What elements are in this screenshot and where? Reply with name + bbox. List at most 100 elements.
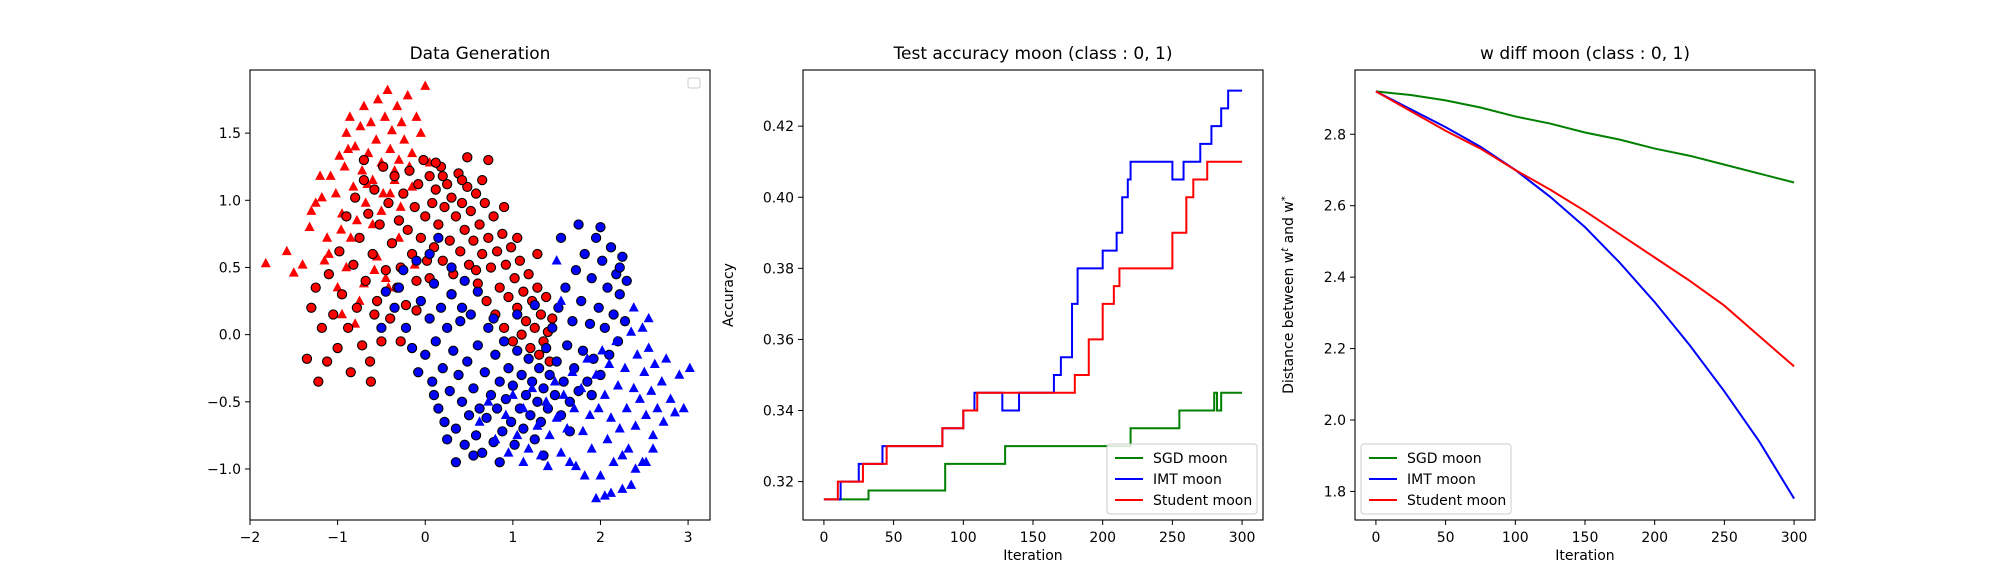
y-tick-label: 0.36	[763, 332, 794, 348]
x-tick-label: 2	[596, 530, 605, 546]
scatter-point	[470, 188, 482, 199]
scatter-point	[470, 264, 482, 276]
scatter-point-triangle	[630, 420, 641, 430]
scatter-point	[437, 170, 448, 182]
legend-frame	[1360, 443, 1512, 515]
scatter-point-triangle	[500, 409, 511, 420]
scatter-point-triangle	[608, 456, 619, 467]
scatter-point-triangle	[542, 460, 553, 471]
series-line-student-moon	[1375, 90, 1795, 368]
subplot-3: 0 50 100 150 200 250 300 1.8 2.0 2.2 2.4 2.6 2.8 w di…	[1280, 44, 1816, 564]
scatter-point	[490, 349, 501, 360]
scatter-point-triangle	[396, 116, 407, 127]
scatter-point	[509, 439, 520, 450]
scatter-point-triangle	[567, 366, 578, 377]
axes-frame	[249, 69, 711, 521]
scatter-point	[389, 302, 400, 313]
scatter-point-triangle	[360, 197, 371, 207]
scatter-point-triangle	[281, 245, 292, 256]
scatter-point-triangle	[634, 393, 645, 403]
scatter-point-triangle	[556, 295, 567, 305]
legend-label: Student moon	[1407, 493, 1506, 509]
scatter-point	[481, 295, 492, 307]
scatter-point	[415, 232, 427, 244]
legend-label: IMT moon	[1153, 472, 1222, 488]
scatter-point	[459, 224, 470, 236]
scatter-point	[468, 450, 479, 461]
scatter-point	[334, 246, 345, 257]
legend-label: SGD moon	[1153, 451, 1228, 467]
scatter-point-triangle	[623, 443, 634, 453]
scatter-point	[614, 289, 625, 300]
scatter-point-triangle	[577, 425, 588, 436]
plot-area	[1375, 90, 1795, 500]
scatter-point	[497, 228, 508, 240]
scatter-point	[579, 248, 590, 260]
scatter-point	[404, 165, 415, 176]
scatter-point	[433, 232, 444, 244]
y-tick-label: 2.2	[1324, 342, 1346, 358]
scatter-point	[448, 345, 459, 356]
scatter-point	[332, 342, 343, 354]
scatter-point	[386, 238, 398, 249]
y-tick-label: 0.34	[763, 404, 794, 420]
scatter-point-triangle	[518, 456, 529, 467]
scatter-point-triangle	[611, 335, 622, 346]
scatter-point	[529, 322, 540, 334]
scatter-point-triangle	[339, 161, 350, 171]
scatter-point	[395, 336, 406, 347]
scatter-point-triangle	[684, 362, 695, 373]
scatter-point-triangle	[385, 143, 396, 154]
scatter-point-triangle	[341, 127, 352, 137]
scatter-point-triangle	[674, 369, 685, 379]
x-tick-label: 250	[1711, 530, 1738, 546]
scatter-point-triangle	[558, 389, 569, 399]
scatter-point-triangle	[628, 302, 639, 312]
y-tick-label: −0.5	[207, 395, 241, 411]
scatter-point-triangle	[512, 429, 523, 440]
scatter-point	[450, 211, 462, 222]
scatter-point	[491, 246, 503, 257]
scatter-point	[462, 356, 473, 367]
scatter-point	[608, 309, 619, 320]
scatter-point-triangle	[260, 257, 271, 268]
scatter-point-triangle	[315, 170, 326, 180]
scatter-point-triangle	[341, 261, 352, 272]
scatter-point-triangle	[582, 353, 593, 363]
scatter-point	[363, 208, 374, 219]
scatter-point-triangle	[591, 369, 602, 379]
scatter-point-triangle	[569, 402, 580, 413]
scatter-point	[468, 235, 479, 246]
scatter-point-triangle	[385, 187, 396, 198]
scatter-point-triangle	[350, 318, 361, 328]
scatter-point-triangle	[518, 402, 529, 413]
scatter-point	[523, 353, 534, 364]
x-tick-label: 50	[885, 530, 903, 546]
scatter-point-triangle	[371, 134, 382, 144]
scatter-point	[376, 322, 387, 334]
legend-label: Student moon	[1153, 493, 1252, 509]
scatter-point	[541, 291, 552, 303]
scatter-point	[313, 376, 324, 387]
scatter-point	[468, 383, 479, 394]
scatter-point-triangle	[604, 358, 615, 368]
scatter-point	[336, 289, 348, 300]
scatter-point	[453, 369, 464, 381]
scatter-point	[400, 322, 412, 334]
scatter-point	[357, 340, 368, 351]
x-tick-label: 250	[1159, 530, 1186, 546]
scatter-point-triangle	[599, 389, 610, 399]
scatter-point	[321, 356, 333, 367]
scatter-point-triangle	[599, 490, 610, 500]
scatter-point	[323, 269, 335, 280]
series-line-imt-moon	[1375, 90, 1795, 500]
scatter-point	[459, 275, 470, 287]
scatter-point-triangle	[376, 205, 387, 215]
scatter-point	[586, 389, 597, 401]
scatter-point	[549, 389, 561, 401]
scatter-point	[411, 255, 422, 266]
x-tick-label: 100	[1502, 530, 1529, 546]
scatter-point-triangle	[319, 255, 330, 265]
scatter-point	[512, 309, 523, 320]
scatter-point-triangle	[532, 420, 543, 430]
